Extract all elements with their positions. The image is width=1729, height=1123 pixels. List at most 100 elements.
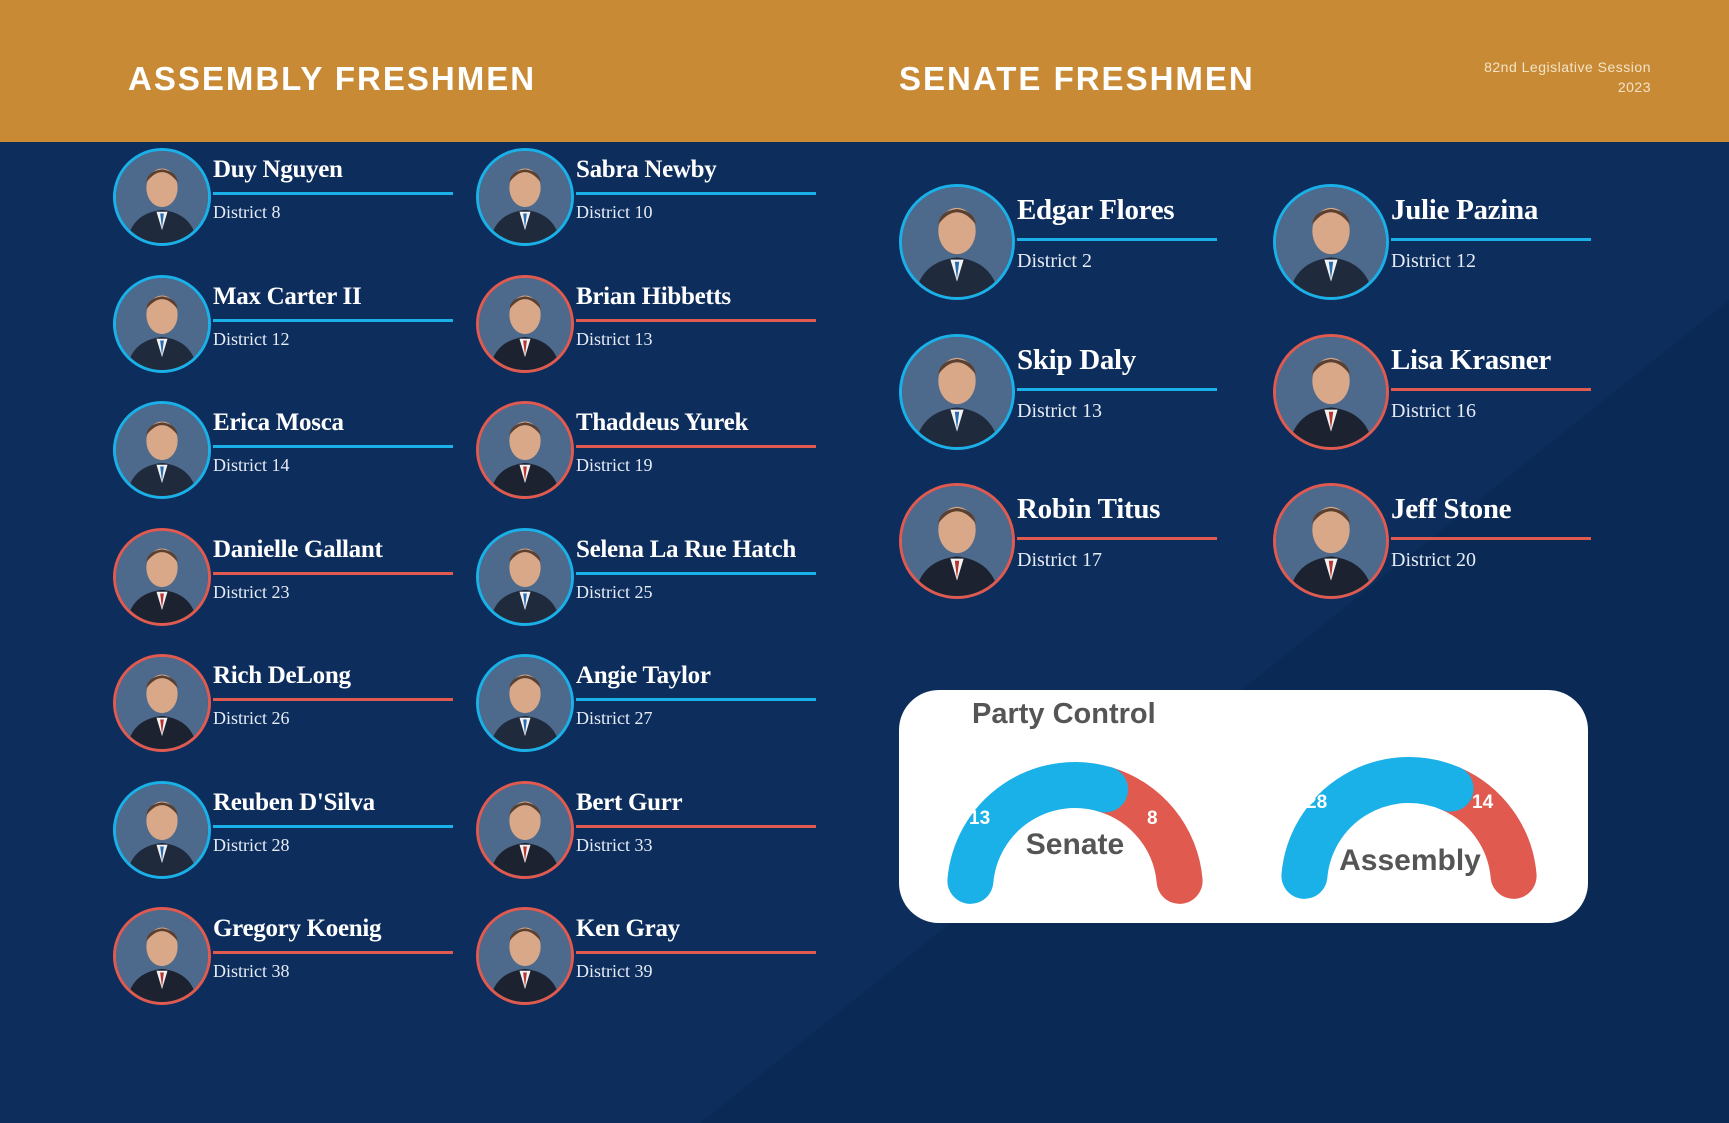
senate-republican-count: 8 [1147, 808, 1158, 829]
member-district: District 25 [576, 581, 653, 602]
assembly-member-card: Bert Gurr District 33 [476, 780, 846, 881]
party-divider-line [576, 824, 816, 828]
session-name: 82nd Legislative Session [1484, 59, 1651, 75]
member-district: District 2 [1017, 250, 1092, 272]
member-name: Rich DeLong [213, 662, 351, 689]
member-photo [1273, 483, 1389, 599]
party-divider-line [1391, 537, 1591, 540]
session-label: 82nd Legislative Session 2023 [1484, 57, 1651, 97]
party-divider-line [213, 824, 453, 828]
senate-gauge-label: Senate [1025, 828, 1125, 861]
portrait-icon [902, 336, 1012, 447]
member-name: Edgar Flores [1017, 194, 1175, 226]
party-divider-line [1017, 537, 1217, 540]
member-name: Julie Pazina [1391, 194, 1539, 226]
party-divider-line [213, 192, 453, 195]
portrait-icon [1276, 336, 1386, 447]
member-name: Erica Mosca [213, 409, 344, 436]
party-divider-line [576, 318, 816, 322]
portrait-icon [479, 783, 571, 876]
party-divider-line [1017, 387, 1217, 391]
member-photo [113, 654, 211, 752]
senate-member-card: Julie Pazina District 12 [1273, 184, 1643, 300]
member-photo [113, 527, 211, 626]
assembly-democrat-count: 28 [1306, 792, 1328, 813]
member-district: District 27 [576, 708, 653, 728]
member-photo [476, 907, 574, 1005]
party-control-title: Party Control [972, 698, 1156, 730]
member-district: District 16 [1391, 399, 1476, 422]
member-photo [1273, 333, 1389, 450]
portrait-icon [902, 187, 1012, 297]
member-photo [476, 527, 574, 626]
party-divider-line [213, 698, 453, 701]
senate-section-title: SENATE FRESHMEN [899, 60, 1255, 97]
democrat-arc [947, 762, 1129, 904]
portrait-icon [479, 404, 571, 496]
member-photo [113, 148, 211, 246]
assembly-gauge-label: Assembly [1339, 844, 1481, 877]
member-name: Ken Gray [576, 915, 680, 942]
party-divider-line [213, 571, 453, 575]
member-photo [476, 780, 574, 879]
header-bar: ASSEMBLY FRESHMEN SENATE FRESHMEN 82nd L… [0, 0, 1729, 142]
senate-democrat-count: 13 [969, 808, 991, 829]
portrait-icon [116, 151, 208, 243]
assembly-member-card: Angie Taylor District 27 [476, 654, 846, 754]
assembly-member-card: Rich DeLong District 26 [113, 654, 483, 754]
member-district: District 12 [213, 328, 290, 349]
party-divider-line [213, 318, 453, 322]
assembly-member-card: Max Carter II District 12 [113, 274, 483, 375]
member-district: District 12 [1391, 250, 1476, 272]
portrait-icon [116, 530, 208, 623]
member-name: Selena La Rue Hatch [576, 535, 796, 563]
member-photo [899, 184, 1015, 300]
portrait-icon [116, 404, 208, 496]
party-divider-line [213, 951, 453, 954]
portrait-icon [479, 277, 571, 370]
member-name: Jeff Stone [1391, 493, 1512, 525]
portrait-icon [902, 486, 1012, 596]
member-district: District 23 [213, 581, 290, 602]
senate-member-card: Lisa Krasner District 16 [1273, 333, 1643, 450]
party-divider-line [576, 951, 816, 954]
party-control-card: Party Control 13 8 Senate 28 14 Assembly [899, 690, 1588, 923]
member-name: Brian Hibbetts [576, 282, 731, 310]
assembly-member-card: Erica Mosca District 14 [113, 401, 483, 501]
member-photo [113, 780, 211, 879]
portrait-icon [116, 910, 208, 1002]
member-photo [113, 401, 211, 499]
member-name: Max Carter II [213, 282, 362, 310]
assembly-member-card: Gregory Koenig District 38 [113, 907, 483, 1007]
session-year: 2023 [1617, 79, 1651, 95]
portrait-icon [1276, 187, 1386, 297]
member-district: District 14 [213, 455, 290, 475]
member-district: District 17 [1017, 549, 1102, 571]
member-photo [476, 274, 574, 373]
portrait-icon [116, 277, 208, 370]
member-name: Bert Gurr [576, 788, 683, 816]
party-divider-line [1391, 238, 1591, 241]
member-name: Gregory Koenig [213, 915, 382, 942]
member-district: District 13 [576, 328, 653, 349]
member-photo [899, 333, 1015, 450]
assembly-member-card: Selena La Rue Hatch District 25 [476, 527, 846, 628]
member-name: Sabra Newby [576, 156, 717, 183]
member-name: Skip Daly [1017, 343, 1136, 376]
member-district: District 19 [576, 455, 653, 475]
senate-member-card: Skip Daly District 13 [899, 333, 1269, 450]
member-district: District 39 [576, 961, 653, 981]
assembly-section-title: ASSEMBLY FRESHMEN [128, 60, 537, 97]
member-name: Angie Taylor [576, 662, 711, 689]
assembly-member-card: Reuben D'Silva District 28 [113, 780, 483, 881]
assembly-member-card: Brian Hibbetts District 13 [476, 274, 846, 375]
member-district: District 33 [576, 834, 653, 855]
senate-gauge [947, 762, 1203, 904]
member-district: District 13 [1017, 399, 1102, 422]
member-photo [476, 401, 574, 499]
party-divider-line [576, 698, 816, 701]
member-district: District 8 [213, 202, 281, 222]
member-name: Reuben D'Silva [213, 788, 375, 816]
party-divider-line [576, 192, 816, 195]
party-divider-line [576, 445, 816, 448]
